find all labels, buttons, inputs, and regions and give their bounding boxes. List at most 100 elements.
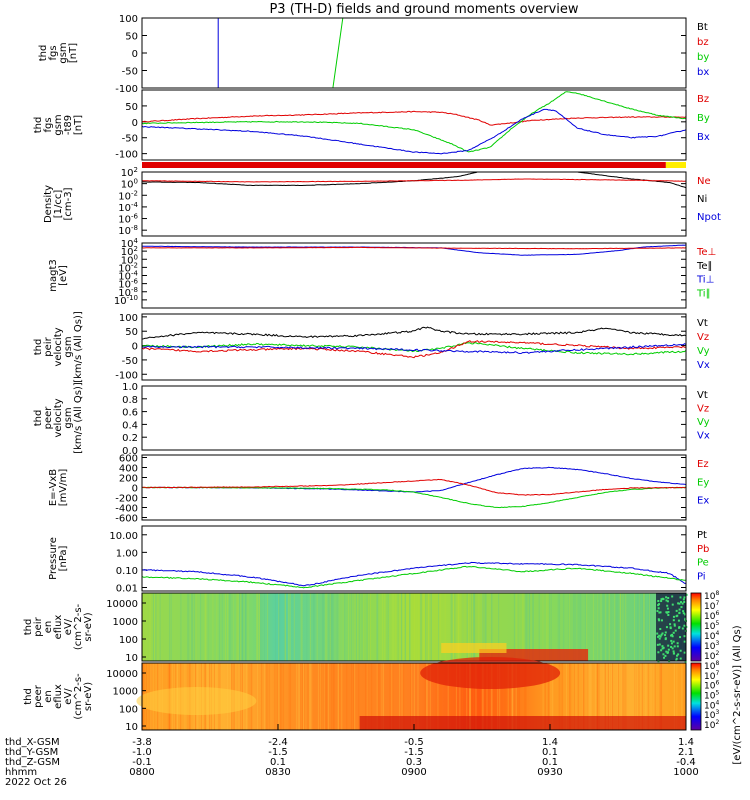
y-tick-label: 0.2 <box>122 433 138 444</box>
y-tick-label: 10000 <box>106 599 138 610</box>
y-axis-label: thdpeirenefluxeV/(cm^2-s-sr-eV) <box>23 603 94 650</box>
legend-bx: bx <box>697 67 709 78</box>
panel-thd_peir_density: Density[1/cc][cm-3] 10210010-210-410-610-… <box>43 166 721 237</box>
series-line-Ti⊥ <box>142 244 686 256</box>
series-line-Bx <box>142 108 686 155</box>
z-gsm-value: 0.3 <box>406 757 422 768</box>
plot-frame <box>141 454 687 521</box>
y-axis-label: E=-VxB[mV/m] <box>48 469 69 507</box>
y-tick-label: 0.10 <box>116 566 138 577</box>
plot-area <box>142 466 686 509</box>
plot-area <box>142 326 686 359</box>
x-row-label: thd_Z-GSM <box>5 757 60 768</box>
series-line-Te⊥ <box>142 246 686 250</box>
colorbar-tick: 103 <box>704 709 719 721</box>
x-gsm-value: -0.5 <box>404 737 424 748</box>
legend-by: by <box>697 52 709 63</box>
colorbar-tick: 108 <box>704 660 719 672</box>
colorbar-tick: 107 <box>704 600 719 612</box>
plot-area <box>217 18 344 88</box>
status-bar <box>142 162 666 168</box>
legend-Ne: Ne <box>697 176 711 187</box>
colorbar-tick: 106 <box>704 680 719 692</box>
hhmm-value: 0930 <box>537 767 562 778</box>
z-gsm-value: -0.1 <box>132 757 152 768</box>
y-tick-label: 100 <box>119 704 138 715</box>
y-tick-label: 0 <box>132 49 138 60</box>
y-tick-label: 10000 <box>106 669 138 680</box>
y-tick-label: 400 <box>119 464 138 475</box>
panel-thd_peir_velocity_gsm: thdpeirvelocitygsm[km/s (All Qs)] 100 50 0 -… <box>33 311 710 383</box>
y-tick-label: 50 <box>125 102 138 113</box>
x-gsm-value: 1.4 <box>542 737 558 748</box>
y-gsm-value: 0.1 <box>542 747 558 758</box>
colorbar <box>690 662 702 731</box>
y-tick-label: 10.00 <box>109 531 138 542</box>
y-tick-label: 100 <box>121 178 138 191</box>
colorbar-tick: 108 <box>704 590 719 602</box>
y-axis-label: thdfgsgsm[nT] <box>38 42 79 63</box>
y-axis-label: Pressure[nPa] <box>48 537 69 580</box>
legend-Vz: Vz <box>697 404 709 415</box>
series-line-Ez <box>142 478 686 496</box>
panels: thdfgsgsm[nT]100500-50-100Btbzbybxthdfgs… <box>23 14 743 765</box>
y-tick-label: 0.8 <box>122 395 138 406</box>
series-line-Bz <box>142 110 686 126</box>
hhmm-value: 0800 <box>129 767 154 778</box>
legend-Vy: Vy <box>697 346 710 357</box>
panel-thd_fgs_gsm_-t89: thdfgsgsm-t89[nT] 50 0 -50 -100 Bz By Bx <box>33 89 710 161</box>
y-gsm-value: -1.5 <box>404 747 424 758</box>
panel-thd_pressure: Pressure[nPa] 10.00 1.00 0.10 0.01 Pt Pb Pe Pi <box>48 525 709 594</box>
y-gsm-value: -1.0 <box>132 747 152 758</box>
y-tick-label: 10-10 <box>114 294 138 307</box>
x-row-label: 2022 Oct 26 <box>5 777 67 788</box>
z-gsm-value: -0.4 <box>676 757 696 768</box>
y-tick-label: -200 <box>115 494 138 505</box>
colorbar-tick: 102 <box>704 650 719 662</box>
legend-Ni: Ni <box>697 194 707 205</box>
x-gsm-value: 1.4 <box>678 737 694 748</box>
colorbar-tick: 107 <box>704 670 719 682</box>
y-tick-label: 200 <box>119 474 138 485</box>
legend-Pe: Pe <box>697 558 709 569</box>
y-gsm-value: 2.1 <box>678 747 694 758</box>
panel-thd_peir_en_eflux: thdpeirenefluxeV/(cm^2-s-sr-eV) 108107106… <box>23 590 719 664</box>
y-tick-label: 0 <box>132 342 138 353</box>
y-tick-label: -400 <box>115 504 138 515</box>
y-tick-label: 1.00 <box>116 548 138 559</box>
plot-frame <box>141 525 687 592</box>
plot-frame <box>141 313 687 381</box>
y-tick-label: 10-8 <box>118 224 138 237</box>
legend-Vt: Vt <box>697 318 708 329</box>
legend-Te⊥: Te⊥ <box>696 247 716 258</box>
y-tick-label: -50 <box>122 67 138 78</box>
y-tick-label: 10-2 <box>118 189 138 202</box>
panel-thd_peer_velocity_gsm: thdpeervelocitygsm[km/s (All Qs)] 1.0 0.8 0… <box>33 382 710 457</box>
y-tick-label: 1000 <box>113 687 138 698</box>
y-tick-label: 10-4 <box>118 201 138 214</box>
legend-Ti⊥: Ti⊥ <box>696 275 714 286</box>
series-line-By <box>142 91 686 153</box>
plot-area <box>142 91 686 155</box>
colorbar-tick: 103 <box>704 640 719 652</box>
legend-Npot: Npot <box>697 212 721 223</box>
legend-Bx: Bx <box>697 132 710 143</box>
y-tick-label: 10 <box>125 653 138 664</box>
plot-area <box>142 244 686 256</box>
y-tick-label: 104 <box>121 237 139 250</box>
y-tick-label: -100 <box>115 150 138 161</box>
y-tick-label: 0 <box>132 484 138 495</box>
y-tick-label: 10-2 <box>118 261 138 274</box>
legend-Vx: Vx <box>697 431 710 442</box>
y-tick-label: 0.01 <box>116 583 138 594</box>
time-axis: -3.8-1.0-0.10800-2.4-1.50.10830-0.5-1.50… <box>5 724 699 788</box>
legend-bz: bz <box>697 37 709 48</box>
x-gsm-value: -3.8 <box>132 737 152 748</box>
series-line-Pe <box>142 565 686 589</box>
y-tick-label: 10 <box>125 722 138 733</box>
hhmm-value: 1000 <box>673 767 698 778</box>
y-tick-label: 1.0 <box>122 382 138 393</box>
legend-Bz: Bz <box>697 94 709 105</box>
